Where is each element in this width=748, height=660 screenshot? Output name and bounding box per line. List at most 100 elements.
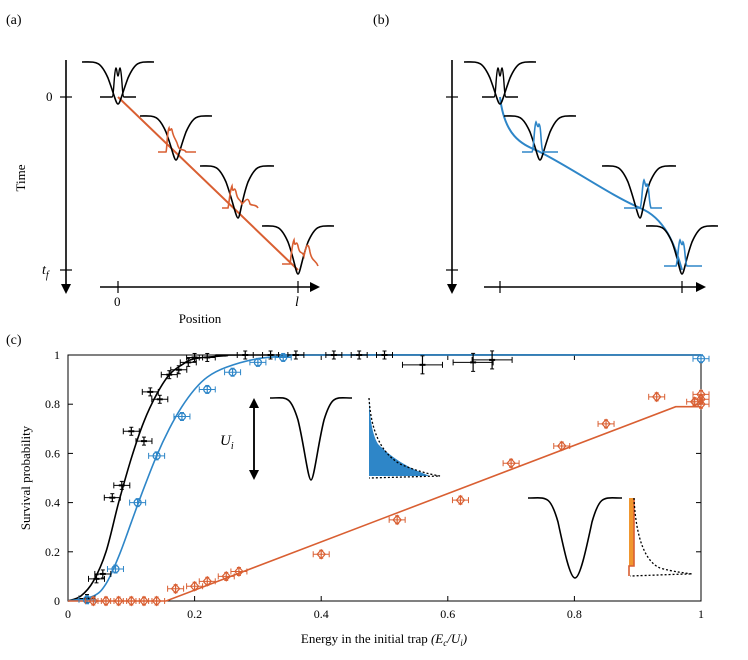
black-data-point: [94, 569, 112, 579]
blue-data-point: [249, 357, 267, 367]
black-data-point: [170, 365, 188, 375]
black-data-point: [401, 355, 443, 375]
blue-data-point: [129, 498, 147, 508]
panel-b-label: (b): [373, 13, 390, 28]
panel-b-trajectory: [499, 96, 683, 271]
orange-data-point: [230, 566, 248, 577]
orange-data-point: [451, 494, 469, 506]
panel-a-t0-label: 0: [46, 89, 53, 104]
black-data-point: [376, 350, 393, 360]
data-markers: [78, 350, 710, 607]
orange-data-point: [692, 398, 710, 410]
black-data-point: [151, 394, 169, 404]
orange-data-point: [217, 570, 235, 582]
panel-a-tf-label: tf: [42, 263, 50, 281]
panel-a-well-2: [139, 115, 213, 161]
panel-a-wavepacket-3: [222, 183, 259, 209]
black-data-point: [141, 387, 159, 397]
y-tick-label: 0.4: [45, 496, 60, 510]
panel-b-well-4: [645, 225, 719, 275]
black-data-point: [160, 370, 178, 380]
inset-orange-distribution: [629, 498, 634, 566]
panel-b-well-1: [463, 61, 537, 105]
y-tick-label: 0.8: [45, 397, 60, 411]
inset-well-2: [527, 497, 623, 579]
blue-data-point: [106, 564, 124, 574]
orange-data-point: [186, 580, 204, 592]
orange-data-point: [167, 583, 185, 595]
panel-b-wavepacket-2: [522, 120, 558, 153]
panel-a-label: (a): [6, 13, 22, 28]
inset-ui-label: Ui: [220, 433, 234, 452]
panel-a-xlabel: Position: [179, 311, 222, 326]
y-tick-label: 0.6: [45, 446, 60, 460]
orange-data-point: [110, 595, 128, 607]
blue-data-point: [692, 354, 710, 364]
x-tick-label: 0.2: [187, 607, 202, 621]
inset-trap-depth: Ui: [220, 396, 441, 481]
black-data-point: [87, 574, 105, 584]
blue-fit-curve: [67, 354, 702, 602]
panel-b-wavepacket-1: [482, 67, 518, 98]
panel-c-label: (c): [6, 333, 22, 348]
panel-a-ylabel: Time: [13, 164, 28, 191]
orange-data-point: [388, 514, 406, 526]
x-axis-label-text: Energy in the initial trap: [301, 631, 428, 646]
panel-a-trajectory: [117, 96, 299, 271]
orange-data-point: [148, 595, 166, 607]
panel-b-well-3: [601, 165, 677, 219]
x-axis-label-mid: /U: [446, 631, 462, 646]
blue-data-point: [148, 451, 166, 461]
x-tick-label: 0.8: [567, 607, 582, 621]
panel-a-wavepacket-1: [100, 67, 136, 98]
black-data-point: [287, 350, 305, 360]
panel-b-wavepacket-4: [664, 238, 702, 267]
black-data-point: [471, 350, 513, 370]
black-data-point: [350, 350, 368, 360]
black-data-point: [198, 352, 216, 362]
black-data-point: [179, 357, 197, 367]
inset-blue-dashed: [368, 397, 441, 479]
black-data-point: [113, 480, 131, 490]
inset-ui-main: U: [220, 433, 232, 449]
tf-sub: f: [46, 270, 50, 281]
inset-orange-line: [628, 498, 635, 576]
panel-a-wavepacket-4: [282, 237, 319, 267]
orange-data-point: [597, 418, 615, 430]
y-tick-label: 0: [54, 594, 60, 608]
orange-data-point: [198, 575, 216, 587]
x-tick-label: 0.6: [440, 607, 455, 621]
inset-blue-distribution: [369, 398, 430, 476]
x-tick-label: 0: [65, 607, 71, 621]
panel-b-wavepacket-3: [624, 178, 662, 209]
panel-a-well-3: [199, 165, 275, 219]
black-data-point: [236, 350, 254, 360]
x-axis-label-end: ): [462, 631, 467, 646]
black-data-point: [452, 352, 494, 372]
panel-b-well-2: [503, 115, 577, 161]
orange-data-point: [312, 548, 330, 560]
panel-a-wavepacket-2: [158, 125, 196, 153]
black-data-point: [135, 436, 153, 446]
x-axis-label: Energy in the initial trap (Ec/Ui): [301, 631, 467, 648]
inset-trap-orange: [527, 497, 693, 579]
blue-data-point: [274, 352, 292, 362]
tf-main: t: [42, 263, 47, 278]
panel-a-well-4: [261, 225, 335, 275]
inset-orange-dashed: [629, 497, 693, 577]
black-data-point: [122, 426, 140, 436]
orange-data-point: [648, 391, 666, 403]
blue-data-point: [198, 384, 216, 394]
x-tick-label: 1: [698, 607, 704, 621]
orange-fit-curve: [68, 405, 701, 602]
x-tick-labels: 0 0.2 0.4 0.6 0.8 1: [65, 607, 704, 621]
panel-a: (a) 0 tf 0 l Position Time: [6, 13, 335, 326]
panel-a-well-1: [81, 61, 155, 105]
y-axis-label: Survival probability: [18, 425, 33, 530]
orange-data-point: [553, 440, 571, 452]
panel-c: (c) 0 0.2 0.4 0.6 0.8 1 0 0.2 0.4 0.6 0.…: [6, 333, 710, 648]
y-tick-labels: 0 0.2 0.4 0.6 0.8 1: [45, 348, 60, 608]
panel-a-x0-label: 0: [114, 294, 121, 309]
blue-data-point: [173, 412, 191, 421]
